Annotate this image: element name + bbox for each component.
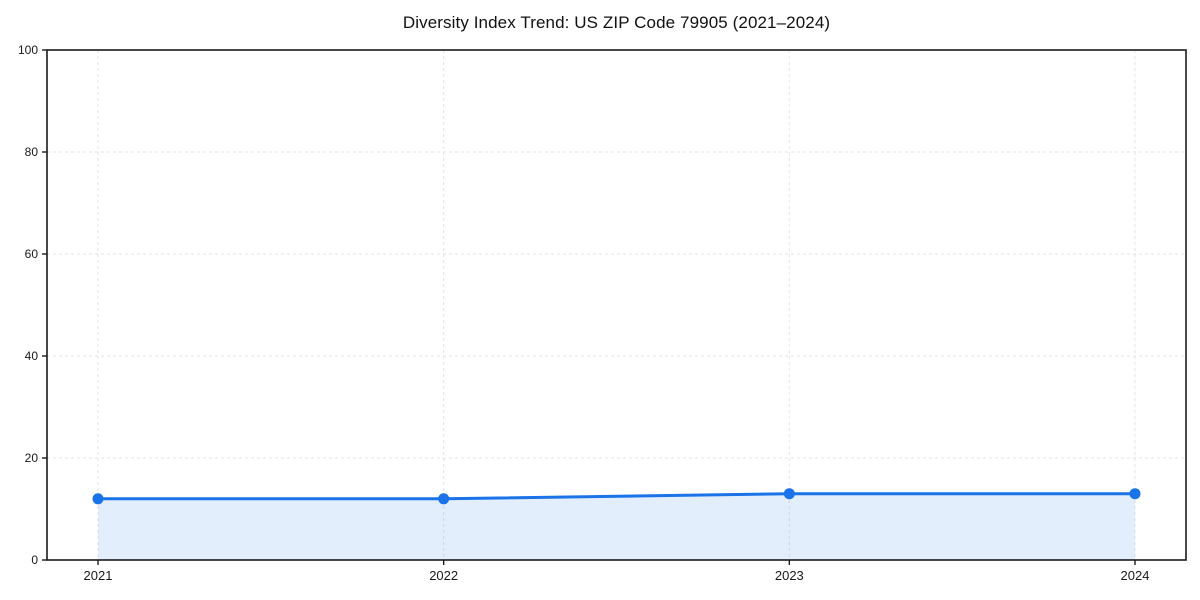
y-tick-label: 20 [25, 451, 39, 465]
x-tick-label: 2023 [775, 568, 804, 583]
data-point-2022 [438, 493, 450, 505]
x-tick-label: 2021 [84, 568, 113, 583]
plot-border [46, 49, 1187, 561]
y-tick-label: 80 [25, 145, 39, 159]
data-point-2024 [1129, 488, 1141, 500]
trend-line [96, 492, 1137, 501]
data-point-2023 [783, 488, 795, 500]
chart-title: Diversity Index Trend: US ZIP Code 79905… [402, 13, 831, 32]
y-tick-label: 0 [31, 553, 38, 567]
y-tick-label: 40 [25, 349, 39, 363]
y-tick-label: 100 [18, 43, 38, 57]
area-fill [98, 493, 1135, 560]
x-tick-label: 2022 [429, 568, 458, 583]
data-point-2021 [92, 493, 104, 505]
y-tick-label: 60 [25, 247, 39, 261]
x-tick-label: 2024 [1121, 568, 1150, 583]
